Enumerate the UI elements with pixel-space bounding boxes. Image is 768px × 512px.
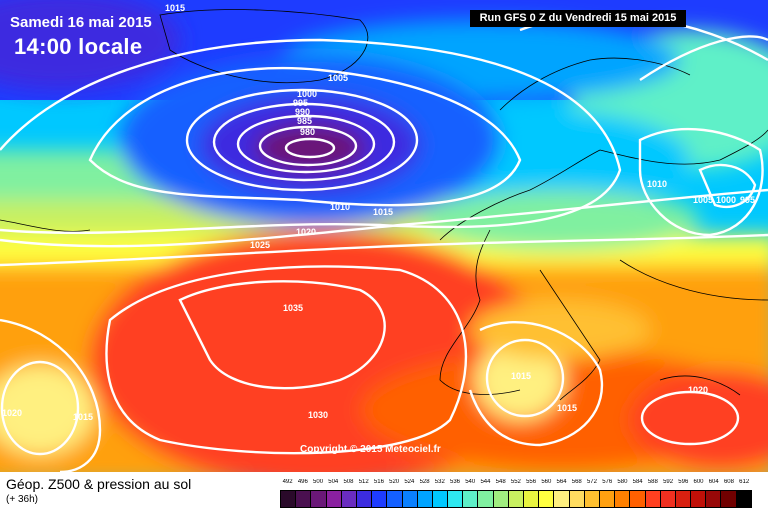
scale-value-label: 492 [282,479,293,485]
isobar-label: 1030 [308,410,328,420]
scale-swatch [356,491,373,507]
scale-value-label: 560 [541,479,552,485]
scale-value-label: 524 [404,479,415,485]
scale-value-label: 512 [358,479,369,485]
scale-value-label: 544 [480,479,491,485]
scale-value-label: 496 [297,479,308,485]
scale-value-label: 588 [647,479,658,485]
isobar-label: 1015 [73,412,93,422]
scale-value-label: 596 [678,479,689,485]
scale-swatch [432,491,449,507]
scale-swatch [721,491,737,507]
scale-swatch [524,491,540,507]
isobar-lines [0,14,768,472]
scale-value-label: 600 [693,479,704,485]
scale-value-label: 580 [617,479,628,485]
isobar-label: 1005 [328,73,348,83]
forecast-range: (+ 36h) [6,494,38,505]
color-scale-swatches [280,490,752,508]
scale-value-label: 516 [373,479,384,485]
scale-swatch [630,491,646,507]
scale-swatch [599,491,616,507]
forecast-time: 14:00 locale [14,34,143,59]
scale-value-label: 604 [708,479,719,485]
isobar-label: 1020 [688,385,708,395]
scale-swatch [569,491,585,507]
scale-value-label: 548 [495,479,506,485]
scale-value-label: 536 [450,479,461,485]
scale-swatch [736,491,751,507]
isobar-label: 980 [300,127,315,137]
scale-value-label: 576 [602,479,613,485]
isobar-label: 1015 [373,207,393,217]
scale-value-label: 520 [389,479,400,485]
scale-value-label: 568 [571,479,582,485]
legend-bar: Géop. Z500 & pression au sol (+ 36h) 492… [0,472,768,512]
scale-swatch [372,491,388,507]
scale-swatch [508,491,524,507]
scale-swatch [448,491,464,507]
color-scale-labels: 492 496 500 504 508 512 516 520 524 528 532 536 540 5… [280,479,752,490]
scale-swatch [493,491,509,507]
scale-swatch [539,491,555,507]
scale-value-label: 556 [526,479,537,485]
scale-swatch [691,491,707,507]
isobar-label: 1020 [2,408,22,418]
isobar-label: 995 [740,195,755,205]
scale-swatch [311,491,327,507]
scale-swatch [660,491,676,507]
isobar-label: 1015 [511,371,531,381]
isobar-label: 1015 [557,403,577,413]
scale-value-label: 608 [723,479,734,485]
isobar-label: 1035 [283,303,303,313]
scale-swatch [417,491,433,507]
legend-title: Géop. Z500 & pression au sol [6,476,192,492]
copyright-notice: Copyright © 2015 Meteociel.fr [300,444,441,455]
scale-swatch [478,491,494,507]
map-canvas: 1015 1005 1000 995 990 985 980 1010 1015… [0,0,768,472]
scale-value-label: 532 [434,479,445,485]
scale-swatch [645,491,661,507]
scale-swatch [554,491,570,507]
isobar-label: 985 [297,116,312,126]
isobar-label: 1010 [647,179,667,189]
scale-swatch [402,491,418,507]
scale-value-label: 564 [556,479,567,485]
scale-swatch [584,491,600,507]
scale-swatch [341,491,357,507]
scale-swatch [675,491,692,507]
scale-value-label: 504 [328,479,339,485]
scale-swatch [615,491,631,507]
isobar-label: 995 [293,98,308,108]
isobar-label: 990 [295,107,310,117]
scale-swatch [387,491,403,507]
scale-value-label: 528 [419,479,430,485]
isobar-label: 1020 [296,227,316,237]
color-scale: 492 496 500 504 508 512 516 520 524 528 532 536 540 5… [280,479,752,508]
scale-value-label: 572 [586,479,597,485]
scale-swatch [706,491,722,507]
scale-value-label: 552 [510,479,521,485]
isobar-label: 1025 [250,240,270,250]
scale-value-label: 584 [632,479,643,485]
scale-swatch [296,491,312,507]
scale-value-label: 500 [313,479,324,485]
scale-value-label: 508 [343,479,354,485]
isobar-labels: 1015 1005 1000 995 990 985 980 1010 1015… [2,3,755,422]
model-run-label: Run GFS 0 Z du Vendredi 15 mai 2015 [470,10,686,27]
forecast-map: 1015 1005 1000 995 990 985 980 1010 1015… [0,0,768,472]
scale-value-label: 592 [663,479,674,485]
scale-swatch [326,491,342,507]
forecast-date: Samedi 16 mai 2015 [10,14,152,31]
scale-swatch [281,491,297,507]
isobar-label: 1005 [693,195,713,205]
scale-swatch [463,491,479,507]
isobar-label: 1000 [297,89,317,99]
scale-value-label: 540 [465,479,476,485]
isobar-label: 1000 [716,195,736,205]
isobar-label: 1010 [330,202,350,212]
isobar-label: 1015 [165,3,185,13]
scale-value-label: 612 [739,479,750,485]
